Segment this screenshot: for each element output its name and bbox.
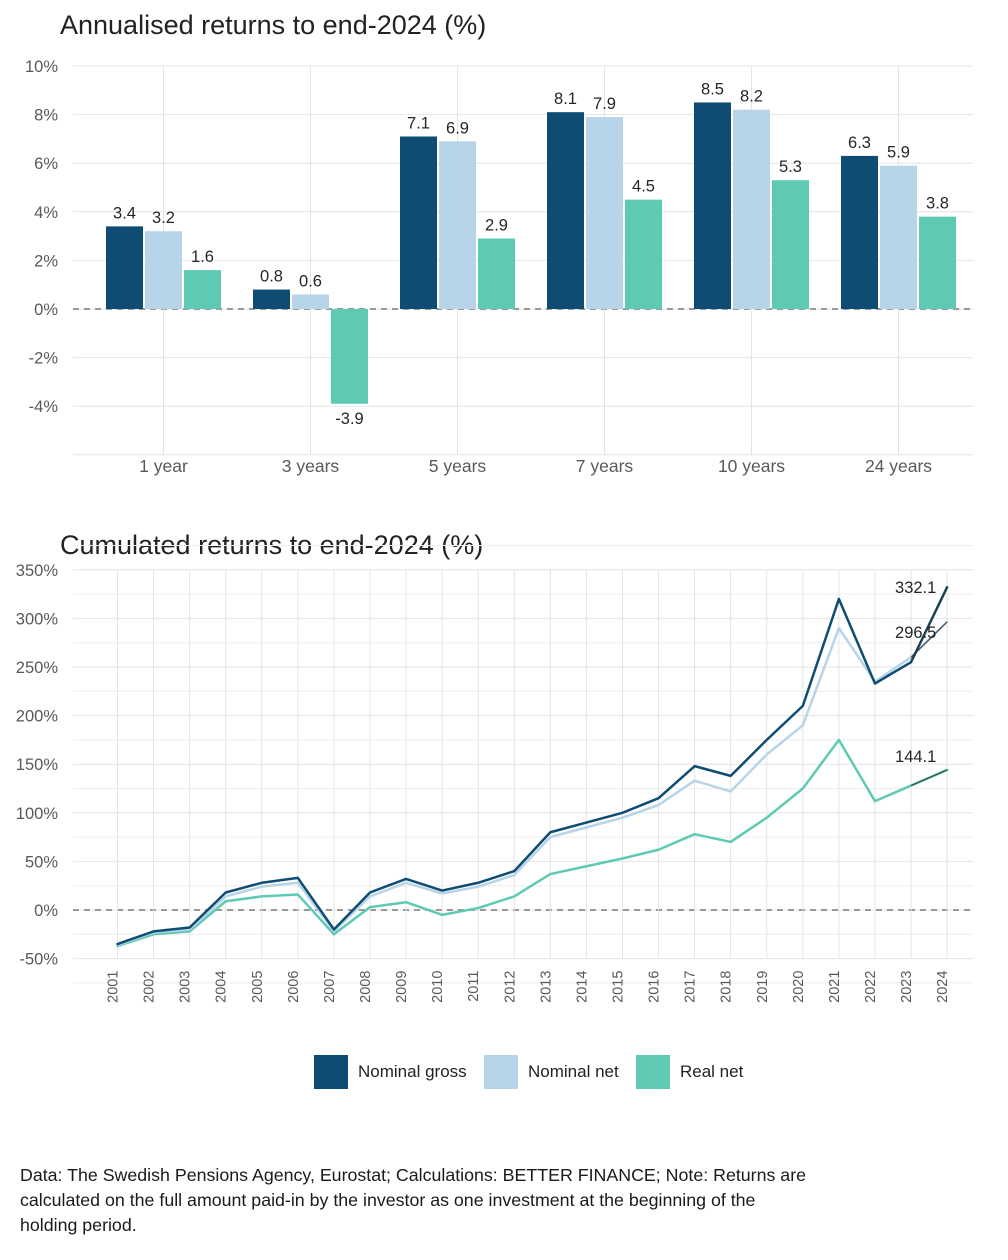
svg-text:100%: 100% — [16, 805, 59, 823]
svg-text:2020: 2020 — [791, 971, 807, 1003]
svg-text:300%: 300% — [16, 610, 59, 628]
svg-text:296.5: 296.5 — [895, 624, 936, 642]
svg-text:2008: 2008 — [358, 971, 374, 1003]
svg-text:2002: 2002 — [142, 971, 158, 1003]
svg-text:2010: 2010 — [430, 971, 446, 1003]
svg-text:2015: 2015 — [610, 971, 626, 1003]
svg-text:150%: 150% — [16, 756, 59, 774]
svg-text:200%: 200% — [16, 708, 59, 726]
svg-text:2018: 2018 — [719, 971, 735, 1003]
svg-text:2003: 2003 — [178, 971, 194, 1003]
svg-text:2017: 2017 — [683, 971, 699, 1003]
svg-text:350%: 350% — [16, 562, 59, 580]
svg-text:2007: 2007 — [322, 971, 338, 1003]
svg-text:2004: 2004 — [214, 971, 230, 1003]
svg-text:2005: 2005 — [250, 971, 266, 1003]
svg-text:2023: 2023 — [899, 971, 915, 1003]
svg-text:2006: 2006 — [286, 971, 302, 1003]
svg-text:2022: 2022 — [863, 971, 879, 1003]
svg-text:2012: 2012 — [502, 971, 518, 1003]
svg-text:50%: 50% — [25, 853, 58, 871]
svg-text:2016: 2016 — [647, 971, 663, 1003]
svg-text:-50%: -50% — [19, 951, 58, 969]
svg-text:2001: 2001 — [106, 971, 122, 1003]
svg-text:2019: 2019 — [755, 971, 771, 1003]
svg-text:332.1: 332.1 — [895, 579, 936, 597]
svg-text:2024: 2024 — [935, 971, 951, 1003]
svg-text:2014: 2014 — [574, 971, 590, 1003]
svg-text:0%: 0% — [34, 902, 58, 920]
svg-text:250%: 250% — [16, 659, 59, 677]
svg-text:144.1: 144.1 — [895, 748, 936, 766]
svg-text:2011: 2011 — [466, 971, 482, 1002]
svg-text:2013: 2013 — [538, 971, 554, 1003]
svg-text:2009: 2009 — [394, 971, 410, 1003]
svg-text:2021: 2021 — [827, 971, 843, 1003]
